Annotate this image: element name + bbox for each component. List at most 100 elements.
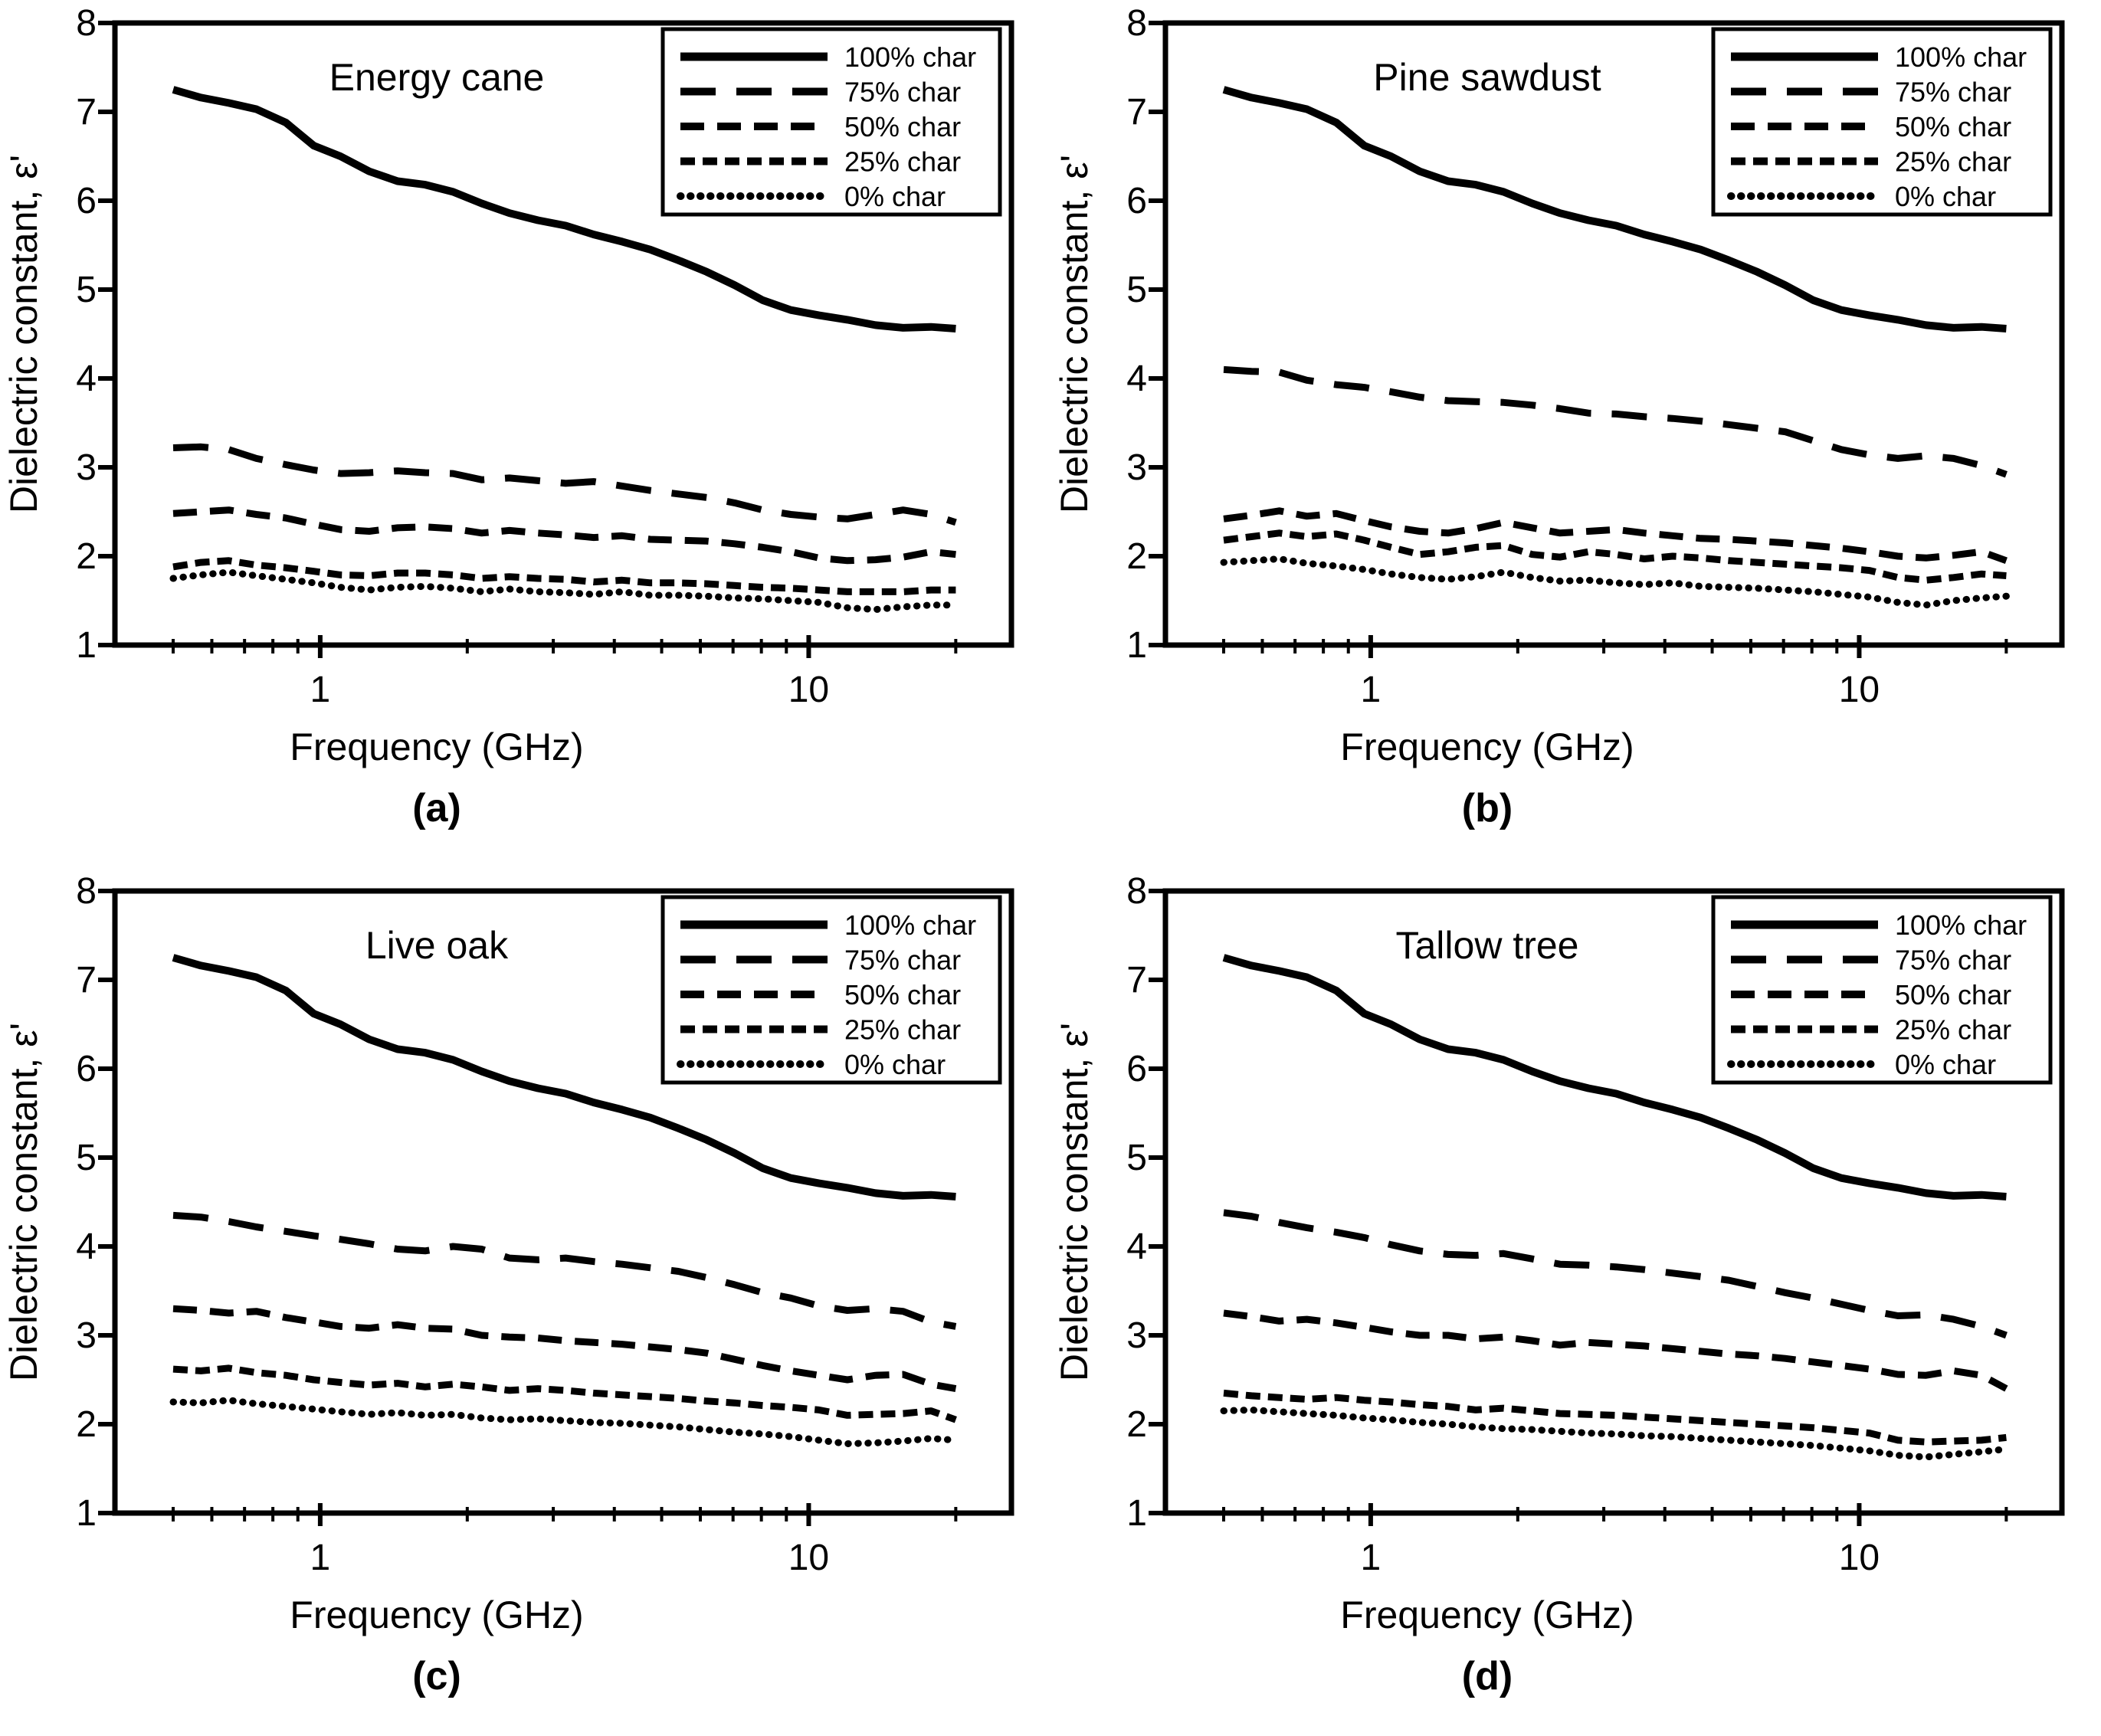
series-100-char	[172, 86, 956, 332]
chart-panel-c: 1 2 3 4 5 6 7 8 1 10 Live oak Frequency (GHz) Dielec…	[2, 871, 1014, 1698]
legend-label: 0% char	[844, 181, 946, 212]
series-0-char	[169, 568, 959, 614]
series-100-char	[1222, 86, 2007, 332]
legend-label: 0% char	[1895, 181, 1996, 212]
panel-title: Tallow tree	[1396, 924, 1579, 967]
chart-panel-b: 1 2 3 4 5 6 7 8 1 10 Pine sawdust Frequency (GHz) Di…	[1053, 3, 2065, 830]
y-tick-label: 1	[76, 625, 97, 666]
y-tick-label: 8	[1126, 3, 1147, 44]
y-tick-label: 5	[1126, 270, 1147, 310]
y-tick-label: 8	[1126, 871, 1147, 912]
x-tick-label: 10	[1839, 670, 1880, 710]
series-25-char	[172, 557, 956, 595]
y-tick-label: 8	[76, 3, 97, 44]
series-0-char	[1220, 1406, 2010, 1461]
series-50-char	[1223, 1309, 2008, 1392]
panel-a: 1 2 3 4 5 6 7 8 1 10 Energy cane Frequency (GHz) Die…	[0, 0, 1050, 868]
legend-label: 100% char	[1895, 41, 2027, 73]
y-axis-label: Dielectric constant, ε'	[1053, 155, 1096, 513]
y-tick-label: 8	[76, 871, 97, 912]
y-tick-label: 4	[76, 1227, 97, 1267]
y-tick-label: 4	[1126, 1227, 1147, 1267]
x-tick-label: 10	[788, 1538, 829, 1578]
y-tick-label: 7	[76, 92, 97, 133]
x-tick-label: 10	[788, 670, 829, 710]
chart-panel-a: 1 2 3 4 5 6 7 8 1 10 Energy cane Frequency (GHz) Die…	[2, 3, 1014, 830]
y-tick-label: 2	[76, 536, 97, 577]
series-100-char	[172, 954, 956, 1200]
y-tick-label: 5	[1126, 1138, 1147, 1178]
series-75-char	[172, 443, 957, 526]
y-tick-label: 7	[1126, 960, 1147, 1001]
y-axis-label: Dielectric constant, ε'	[2, 155, 45, 513]
series-75-char	[1223, 1209, 2008, 1339]
legend-label: 25% char	[1895, 146, 2011, 178]
panel-caption: (d)	[1462, 1654, 1513, 1698]
x-tick-label: 1	[310, 670, 331, 710]
legend-label: 0% char	[1895, 1049, 1996, 1080]
y-tick-label: 1	[76, 1493, 97, 1534]
legend-label: 50% char	[1895, 979, 2011, 1010]
plot-frame	[1162, 20, 2065, 648]
plot-frame	[1162, 888, 2065, 1516]
legend-label: 50% char	[844, 111, 961, 142]
y-tick-label: 2	[1126, 536, 1147, 577]
y-axis-label: Dielectric constant, ε'	[1053, 1023, 1096, 1381]
panel-d: 1 2 3 4 5 6 7 8 1 10 Tallow tree Frequency (GHz) Die…	[1050, 868, 2101, 1736]
x-axis-label: Frequency (GHz)	[1340, 1594, 1634, 1636]
series-50-char	[172, 1305, 957, 1393]
series-75-char	[1223, 365, 2008, 478]
panel-title: Live oak	[365, 924, 509, 967]
series-0-char	[1220, 555, 2010, 609]
y-tick-label: 6	[1126, 1049, 1147, 1089]
panel-caption: (a)	[412, 786, 461, 830]
x-axis-label: Frequency (GHz)	[290, 726, 583, 768]
x-axis-label: Frequency (GHz)	[1340, 726, 1634, 768]
y-tick-label: 5	[76, 1138, 97, 1178]
series-25-char	[172, 1364, 957, 1423]
x-axis-label: Frequency (GHz)	[290, 1594, 583, 1636]
series-75-char	[172, 1211, 957, 1330]
legend-label: 25% char	[844, 146, 961, 178]
legend-label: 75% char	[1895, 945, 2011, 976]
legend-label: 75% char	[844, 945, 961, 976]
legend-label: 25% char	[1895, 1014, 2011, 1046]
x-tick-label: 1	[1361, 1538, 1382, 1578]
x-tick-label: 10	[1839, 1538, 1880, 1578]
y-tick-label: 6	[76, 181, 97, 221]
y-tick-label: 7	[1126, 92, 1147, 133]
y-tick-label: 6	[76, 1049, 97, 1089]
series-50-char	[172, 506, 956, 565]
plot-frame	[112, 20, 1014, 648]
y-tick-label: 3	[1126, 1315, 1147, 1356]
x-tick-label: 1	[1361, 670, 1382, 710]
legend-label: 100% char	[844, 909, 976, 941]
plot-frame	[112, 888, 1014, 1516]
y-axis-label: Dielectric constant, ε'	[2, 1023, 45, 1381]
y-tick-label: 1	[1126, 1493, 1147, 1534]
y-tick-label: 3	[76, 1315, 97, 1356]
y-tick-label: 2	[76, 1404, 97, 1445]
series-25-char	[1223, 1389, 2007, 1446]
legend-label: 0% char	[844, 1049, 946, 1080]
chart-panel-d: 1 2 3 4 5 6 7 8 1 10 Tallow tree Frequency (GHz) Die…	[1053, 871, 2065, 1698]
legend-label: 25% char	[844, 1014, 961, 1046]
legend-label: 50% char	[844, 979, 961, 1010]
y-tick-label: 4	[76, 359, 97, 399]
legend-label: 50% char	[1895, 111, 2011, 142]
legend-label: 75% char	[844, 77, 961, 108]
y-tick-label: 3	[1126, 447, 1147, 488]
legend-label: 100% char	[844, 41, 976, 73]
y-tick-label: 6	[1126, 181, 1147, 221]
series-0-char	[169, 1397, 959, 1447]
y-tick-label: 3	[76, 447, 97, 488]
legend-label: 75% char	[1895, 77, 2011, 108]
series-50-char	[1223, 507, 2008, 565]
panel-caption: (b)	[1462, 786, 1513, 830]
legend-label: 100% char	[1895, 909, 2027, 941]
panel-b: 1 2 3 4 5 6 7 8 1 10 Pine sawdust Frequency (GHz) Di…	[1050, 0, 2101, 868]
panel-caption: (c)	[412, 1654, 461, 1698]
series-100-char	[1222, 954, 2007, 1200]
y-tick-label: 7	[76, 960, 97, 1001]
